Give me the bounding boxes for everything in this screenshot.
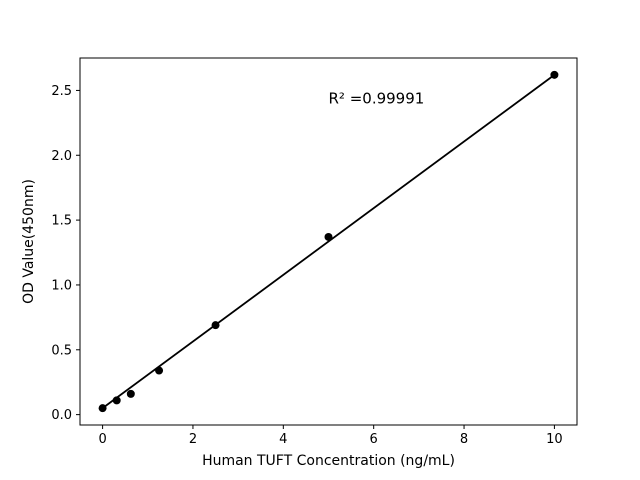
y-tick-label: 0.0 (51, 408, 72, 423)
data-point (155, 366, 164, 375)
x-tick-label: 2 (189, 432, 197, 447)
y-tick-label: 0.5 (51, 343, 72, 358)
x-tick-label: 8 (460, 432, 468, 447)
x-tick-label: 0 (98, 432, 106, 447)
data-point (550, 70, 559, 79)
x-tick-label: 4 (279, 432, 287, 447)
y-tick-label: 2.5 (51, 84, 72, 99)
plot-border (79, 57, 578, 426)
r-squared-annotation: R² =0.99991 (329, 89, 425, 107)
data-point (112, 396, 121, 405)
y-tick-label: 1.0 (51, 278, 72, 293)
data-point (126, 389, 135, 398)
y-tick-label: 2.0 (51, 149, 72, 164)
fit-line (102, 74, 555, 409)
y-tick-label: 1.5 (51, 214, 72, 229)
x-axis-label: Human TUFT Concentration (ng/mL) (202, 453, 455, 469)
data-point (98, 404, 107, 413)
x-tick-label: 10 (546, 432, 563, 447)
x-tick-label: 6 (370, 432, 378, 447)
data-point (211, 321, 220, 330)
y-axis-label: OD Value(450nm) (21, 179, 37, 304)
data-point (324, 232, 333, 241)
